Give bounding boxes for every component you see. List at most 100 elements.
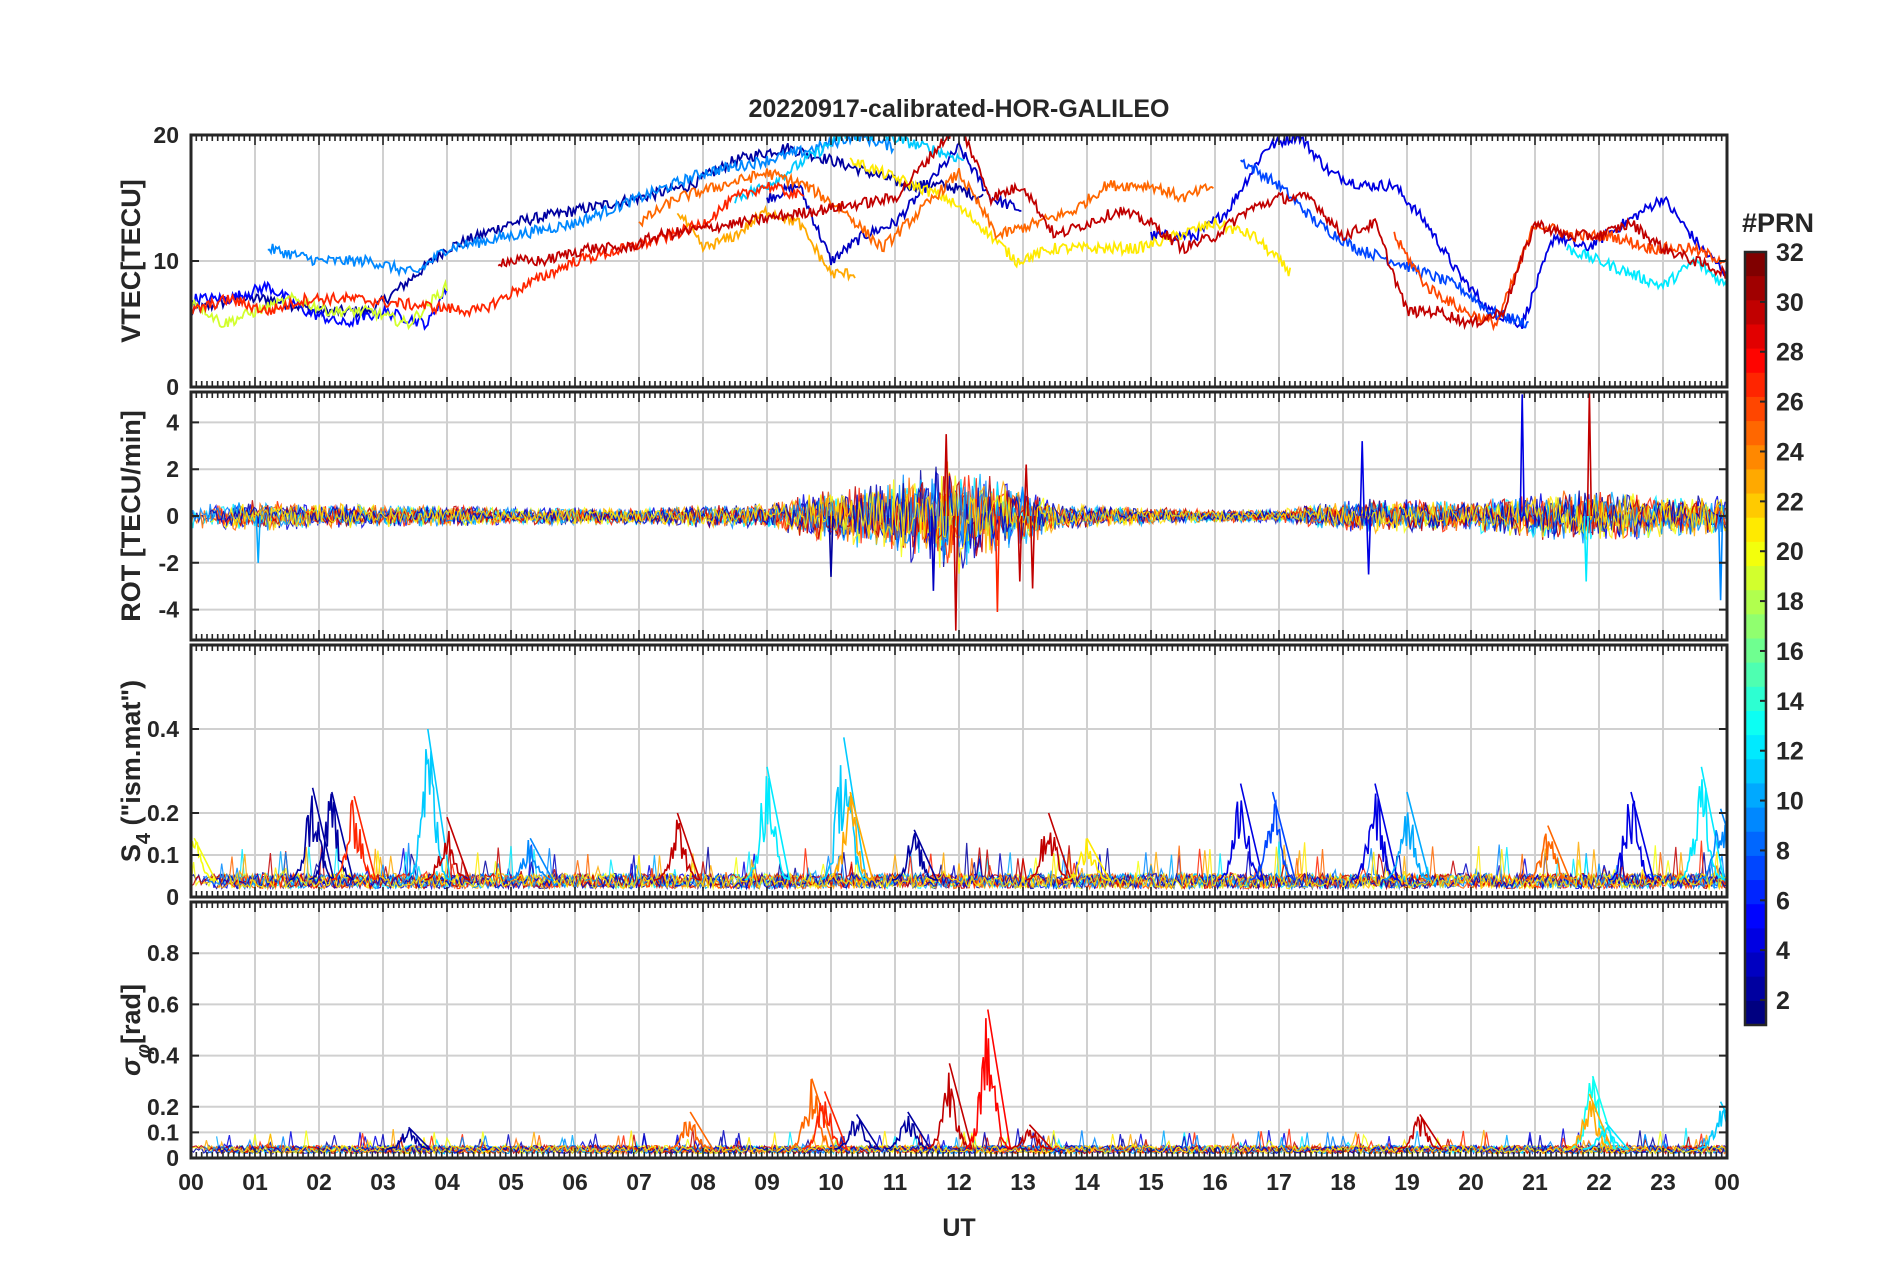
burst-prn-11 [820, 737, 868, 882]
data-layer [191, 392, 1726, 631]
x-ticks [190, 135, 1728, 387]
x-tick-label: 20 [1458, 1169, 1484, 1195]
spike-prn-10 [255, 515, 261, 563]
spike-prn-30 [1017, 515, 1023, 582]
y-tick-label: 0.2 [147, 1094, 179, 1120]
colorbar: 32 30 28 26 24 22 20 18 16 14 12 10 8 6 4 2 #PRN [1742, 208, 1814, 1027]
spike-prn-27 [994, 515, 1001, 612]
colorbar-segment [1745, 904, 1766, 929]
colorbar-tick-label: 32 [1776, 239, 1804, 267]
colorbar-tick-label: 20 [1776, 538, 1804, 566]
series-line-prn-25 [638, 168, 1214, 253]
spike-prn-30 [1023, 464, 1029, 517]
y-tick-label: 0 [166, 503, 179, 529]
colorbar-tick-label: 16 [1776, 638, 1804, 666]
x-tick-label: 02 [306, 1169, 332, 1195]
x-tick-label: 12 [946, 1169, 972, 1195]
burst-prn-2 [309, 791, 354, 881]
burst-prn-25 [1525, 825, 1572, 882]
burst-prn-12 [1679, 766, 1725, 881]
burst-prn-2 [885, 1111, 932, 1150]
colorbar-segment [1745, 855, 1766, 881]
burst-prn-20 [191, 837, 217, 881]
y-axis-label: ROT [TECU/min] [116, 410, 146, 621]
colorbar-segment [1745, 880, 1766, 905]
colorbar-segment [1745, 348, 1766, 374]
spike-prn-9 [1717, 515, 1724, 601]
x-tick-label: 19 [1394, 1169, 1420, 1195]
series-line-prn-26 [1393, 222, 1727, 332]
colorbar-segment [1745, 614, 1766, 640]
spike-prn-12 [1583, 515, 1589, 582]
y-tick-label: 0.6 [147, 991, 179, 1017]
colorbar-tick-label: 4 [1776, 937, 1790, 965]
colorbar-segment [1745, 710, 1766, 736]
colorbar-tick-label: 18 [1776, 588, 1804, 616]
burst-prn-23 [1566, 1093, 1614, 1151]
burst-prn-11 [404, 728, 452, 881]
colorbar-segment [1745, 662, 1766, 688]
x-tick-label: 15 [1138, 1169, 1164, 1195]
data-layer [191, 728, 1727, 891]
spike-prn-30 [943, 434, 949, 517]
series-line-prn-19 [191, 278, 448, 331]
colorbar-segment [1745, 952, 1766, 978]
y-tick-label: 0 [166, 374, 179, 400]
spike-prn-30 [1029, 515, 1036, 589]
series-line-prn-21 [228, 487, 1726, 574]
colorbar-segment [1745, 686, 1766, 712]
spike-prn-30 [1586, 392, 1593, 517]
colorbar-title: #PRN [1742, 208, 1814, 238]
series-line-prn-9 [267, 135, 895, 278]
burst-prn-30 [1007, 1124, 1054, 1150]
y-tick-label: 0 [166, 1145, 179, 1171]
colorbar-segment [1745, 300, 1766, 326]
x-tick-label: 03 [370, 1169, 396, 1195]
x-tick-label: 00 [178, 1169, 204, 1195]
x-tick-label: 17 [1266, 1169, 1292, 1195]
colorbar-tick-label: 26 [1776, 389, 1804, 417]
burst-prn-21 [1064, 837, 1111, 881]
colorbar-segment [1745, 421, 1766, 446]
x-tick-label: 06 [562, 1169, 588, 1195]
burst-prn-27 [331, 796, 377, 881]
colorbar-tick-label: 8 [1776, 837, 1790, 865]
colorbar-segment [1745, 783, 1766, 809]
colorbar-segment [1745, 396, 1766, 422]
panel-sigma_phi: 00.10.2 0.4 0.6 0.8 σφ[rad] [116, 900, 1729, 1171]
colorbar-segment [1745, 493, 1766, 519]
series-line-prn-11 [734, 135, 965, 204]
burst-prn-30 [424, 816, 471, 881]
colorbar-segment [1745, 324, 1766, 350]
burst-prn-30 [926, 1063, 973, 1150]
burst-prn-13 [1570, 1075, 1617, 1150]
burst-prn-30 [1397, 1114, 1444, 1151]
y-tick-label: 0.4 [147, 1043, 179, 1069]
y-tick-label: 0.2 [147, 800, 179, 826]
colorbar-segment [1745, 517, 1766, 543]
burst-prn-2 [289, 787, 335, 882]
x-tick-label: 16 [1202, 1169, 1228, 1195]
series-line-prn-27 [209, 475, 1726, 564]
colorbar-segment [1745, 252, 1766, 277]
x-tick-label: 14 [1074, 1169, 1100, 1195]
x-ticks [190, 392, 1728, 640]
y-axis-label: S4 ("ism.mat") [116, 680, 155, 862]
y-ticks [191, 421, 1727, 611]
x-ticks [190, 645, 1728, 897]
colorbar-segment [1745, 638, 1766, 664]
burst-prn-4 [1352, 783, 1399, 881]
burst-prn-4 [1608, 791, 1655, 881]
series-line-prn-30 [228, 473, 1726, 557]
colorbar-tick-label: 22 [1776, 488, 1804, 516]
burst-prn-4 [1217, 783, 1265, 881]
y-tick-label: 10 [153, 248, 179, 274]
x-tick-label: 13 [1010, 1169, 1036, 1195]
spike-prn-4 [1519, 394, 1525, 517]
y-tick-label: -2 [159, 550, 179, 576]
colorbar-segment [1745, 445, 1766, 471]
x-tick-label: 22 [1586, 1169, 1612, 1195]
colorbar-tick-label: 14 [1776, 688, 1804, 716]
colorbar-segment [1745, 1000, 1766, 1026]
